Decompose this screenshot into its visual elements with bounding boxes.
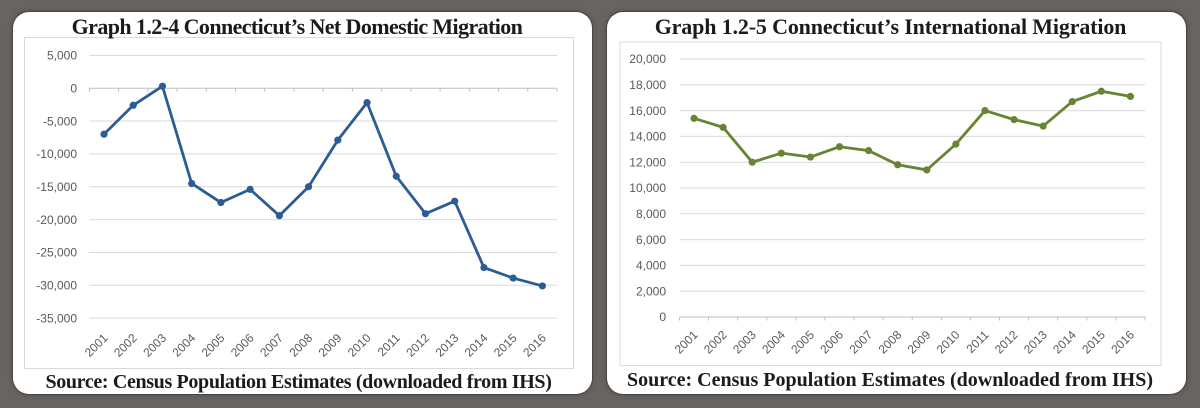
svg-text:2002: 2002 bbox=[701, 327, 730, 356]
svg-text:2002: 2002 bbox=[111, 331, 140, 360]
svg-text:2009: 2009 bbox=[316, 331, 345, 360]
svg-text:2016: 2016 bbox=[1108, 327, 1137, 356]
svg-text:2011: 2011 bbox=[963, 327, 991, 355]
svg-text:0: 0 bbox=[70, 81, 77, 95]
svg-text:2003: 2003 bbox=[730, 327, 759, 356]
svg-text:-30,000: -30,000 bbox=[36, 279, 77, 293]
svg-text:12,000: 12,000 bbox=[629, 155, 666, 169]
svg-text:4,000: 4,000 bbox=[636, 259, 666, 273]
svg-text:6,000: 6,000 bbox=[636, 233, 666, 247]
svg-text:2008: 2008 bbox=[876, 327, 905, 356]
svg-text:18,000: 18,000 bbox=[629, 78, 666, 92]
svg-text:2004: 2004 bbox=[170, 331, 199, 360]
svg-text:14,000: 14,000 bbox=[629, 130, 666, 144]
svg-text:2009: 2009 bbox=[905, 327, 934, 356]
svg-text:2013: 2013 bbox=[433, 331, 462, 360]
svg-text:2007: 2007 bbox=[846, 327, 875, 356]
svg-text:20,000: 20,000 bbox=[629, 52, 666, 66]
svg-text:2015: 2015 bbox=[1079, 327, 1108, 356]
svg-text:2012: 2012 bbox=[992, 327, 1021, 356]
svg-text:2,000: 2,000 bbox=[636, 284, 666, 298]
svg-text:2012: 2012 bbox=[403, 331, 432, 360]
svg-text:2005: 2005 bbox=[199, 331, 228, 360]
svg-text:10,000: 10,000 bbox=[629, 181, 666, 195]
svg-text:-15,000: -15,000 bbox=[36, 180, 77, 194]
svg-text:-25,000: -25,000 bbox=[36, 246, 77, 260]
svg-text:2010: 2010 bbox=[934, 327, 963, 356]
svg-text:2014: 2014 bbox=[462, 331, 491, 360]
svg-text:2014: 2014 bbox=[1050, 327, 1079, 356]
svg-text:2013: 2013 bbox=[1021, 327, 1050, 356]
svg-text:-5,000: -5,000 bbox=[43, 114, 77, 128]
svg-text:16,000: 16,000 bbox=[629, 104, 666, 118]
svg-text:2001: 2001 bbox=[82, 331, 111, 360]
svg-text:2015: 2015 bbox=[491, 331, 520, 360]
svg-text:8,000: 8,000 bbox=[636, 207, 666, 221]
svg-text:2006: 2006 bbox=[228, 331, 257, 360]
svg-text:0: 0 bbox=[659, 310, 666, 324]
svg-text:2001: 2001 bbox=[672, 327, 701, 356]
svg-text:-35,000: -35,000 bbox=[36, 311, 77, 325]
svg-text:2010: 2010 bbox=[345, 331, 374, 360]
svg-text:2003: 2003 bbox=[140, 331, 169, 360]
svg-text:2007: 2007 bbox=[257, 331, 286, 360]
svg-text:5,000: 5,000 bbox=[47, 49, 77, 63]
svg-text:2008: 2008 bbox=[286, 331, 315, 360]
svg-text:-20,000: -20,000 bbox=[36, 213, 77, 227]
svg-text:2011: 2011 bbox=[375, 331, 403, 359]
svg-text:2004: 2004 bbox=[759, 327, 788, 356]
svg-text:2006: 2006 bbox=[817, 327, 846, 356]
svg-text:-10,000: -10,000 bbox=[36, 147, 77, 161]
svg-text:2005: 2005 bbox=[788, 327, 817, 356]
svg-text:2016: 2016 bbox=[520, 331, 549, 360]
